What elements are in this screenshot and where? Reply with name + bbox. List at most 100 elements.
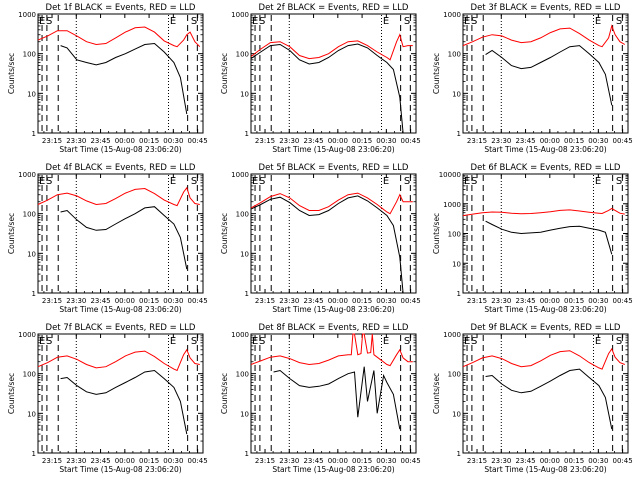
y-axis-label: Counts/sec	[432, 373, 441, 414]
eclipse-marker-end: E	[595, 176, 601, 187]
y-tick-label: 100	[236, 211, 249, 219]
y-tick-label: 100	[448, 51, 461, 59]
x-tick-label: 00:00	[540, 457, 560, 465]
x-tick-label: 23:45	[303, 137, 323, 145]
eclipse-marker-start: E	[252, 16, 258, 27]
series-lld-line	[462, 347, 625, 370]
y-axis-label: Counts/sec	[7, 53, 16, 94]
y-tick-label: 10	[27, 90, 36, 98]
y-tick-label: 1000	[18, 331, 36, 339]
x-tick-label: 23:30	[491, 457, 511, 465]
x-tick-label: 23:15	[467, 297, 487, 305]
panel-det-9f: Det 9f BLACK = Events, RED = LLD 1 10 100 10…	[432, 323, 633, 474]
plot-frame	[462, 333, 629, 454]
eclipse-marker-end: E	[170, 176, 176, 187]
x-tick-label: 23:15	[467, 457, 487, 465]
eclipse-marker-start: E	[39, 176, 45, 187]
y-tick-label: 100	[448, 371, 461, 379]
sunrise-marker-start: S	[259, 176, 265, 187]
series-events-line	[250, 43, 404, 134]
y-tick-label: 10	[240, 90, 249, 98]
y-tick-label: 1000	[231, 331, 249, 339]
eclipse-marker-end: E	[595, 336, 601, 347]
x-tick-label: 00:00	[115, 137, 135, 145]
x-tick-label: 00:00	[540, 297, 560, 305]
x-axis-label: Start Time (15-Aug-08 23:06:20)	[484, 145, 606, 154]
panel-det-1f: Det 1f BLACK = Events, RED = LLD 1 10 100 10…	[7, 3, 208, 154]
panel-title: Det 5f BLACK = Events, RED = LLD	[259, 163, 409, 173]
y-tick-label: 1	[457, 450, 461, 458]
y-tick-label: 100	[236, 371, 249, 379]
x-axis-label: Start Time (15-Aug-08 23:06:20)	[484, 465, 606, 474]
y-tick-label: 10	[240, 250, 249, 258]
x-tick-label: 00:45	[401, 457, 421, 465]
panel-det-4f: Det 4f BLACK = Events, RED = LLD 1 10 100 10…	[7, 163, 208, 314]
sunrise-marker-end: S	[191, 16, 197, 27]
plot-frame	[462, 173, 629, 294]
x-axis-label: Start Time (15-Aug-08 23:06:20)	[272, 145, 394, 154]
eclipse-marker-end: E	[383, 336, 389, 347]
y-tick-label: 10	[27, 410, 36, 418]
eclipse-marker-start: E	[464, 16, 470, 27]
x-tick-label: 23:30	[279, 137, 299, 145]
panel-title: Det 2f BLACK = Events, RED = LLD	[259, 3, 409, 13]
x-tick-label: 00:15	[139, 297, 159, 305]
sunrise-marker-end: S	[191, 336, 197, 347]
y-tick-label: 10	[452, 260, 461, 268]
y-tick-label: 1	[457, 130, 461, 138]
x-tick-label: 00:15	[564, 297, 584, 305]
panel-title: Det 6f BLACK = Events, RED = LLD	[471, 163, 621, 173]
x-tick-label: 23:15	[255, 137, 275, 145]
eclipse-marker-start: E	[252, 176, 258, 187]
x-tick-label: 23:45	[515, 457, 535, 465]
series-lld-line	[462, 24, 626, 48]
sunrise-marker-end: S	[616, 336, 622, 347]
series-lld-line	[37, 26, 201, 48]
x-tick-label: 00:15	[139, 137, 159, 145]
sunrise-marker-end: S	[616, 176, 622, 187]
series-lld-line	[250, 333, 413, 367]
series-lld-line	[250, 192, 413, 215]
series-events-line	[250, 195, 404, 294]
x-tick-label: 00:15	[139, 457, 159, 465]
y-tick-label: 1	[245, 130, 249, 138]
x-tick-label: 00:45	[613, 457, 633, 465]
panel-title: Det 1f BLACK = Events, RED = LLD	[46, 3, 196, 13]
panel-det-5f: Det 5f BLACK = Events, RED = LLD 1 10 100 10…	[220, 163, 421, 314]
y-tick-label: 100	[23, 371, 36, 379]
x-tick-label: 00:45	[188, 297, 208, 305]
x-tick-label: 00:00	[328, 297, 348, 305]
x-tick-label: 00:15	[564, 457, 584, 465]
y-tick-label: 1000	[443, 11, 461, 19]
eclipse-marker-end: E	[383, 176, 389, 187]
series-events-line	[485, 368, 613, 430]
x-axis-label: Start Time (15-Aug-08 23:06:20)	[272, 465, 394, 474]
x-tick-label: 23:45	[303, 297, 323, 305]
y-tick-label: 100	[23, 51, 36, 59]
panel-title: Det 4f BLACK = Events, RED = LLD	[46, 163, 196, 173]
x-tick-label: 00:45	[613, 137, 633, 145]
x-tick-label: 00:30	[376, 297, 396, 305]
sunrise-marker-start: S	[471, 176, 477, 187]
series-lld-line	[250, 33, 413, 61]
panel-title: Det 8f BLACK = Events, RED = LLD	[259, 323, 409, 333]
plot-frame	[250, 13, 417, 134]
eclipse-marker-start: E	[252, 336, 258, 347]
plot-frame	[37, 173, 204, 294]
x-tick-label: 00:30	[376, 137, 396, 145]
x-tick-label: 23:45	[90, 457, 110, 465]
sunrise-marker-start: S	[259, 16, 265, 27]
series-lld-line	[37, 186, 200, 207]
x-tick-label: 23:45	[90, 297, 110, 305]
y-tick-label: 100	[23, 211, 36, 219]
x-tick-label: 00:30	[163, 137, 183, 145]
sunrise-marker-start: S	[46, 16, 52, 27]
y-axis-label: Counts/sec	[432, 213, 441, 254]
panel-det-7f: Det 7f BLACK = Events, RED = LLD 1 10 100 10…	[7, 323, 208, 474]
x-axis-label: Start Time (15-Aug-08 23:06:20)	[59, 145, 181, 154]
y-axis-label: Counts/sec	[220, 373, 229, 414]
x-tick-label: 00:30	[163, 457, 183, 465]
series-events-line	[485, 45, 613, 106]
y-tick-label: 1000	[18, 171, 36, 179]
eclipse-marker-start: E	[39, 16, 45, 27]
